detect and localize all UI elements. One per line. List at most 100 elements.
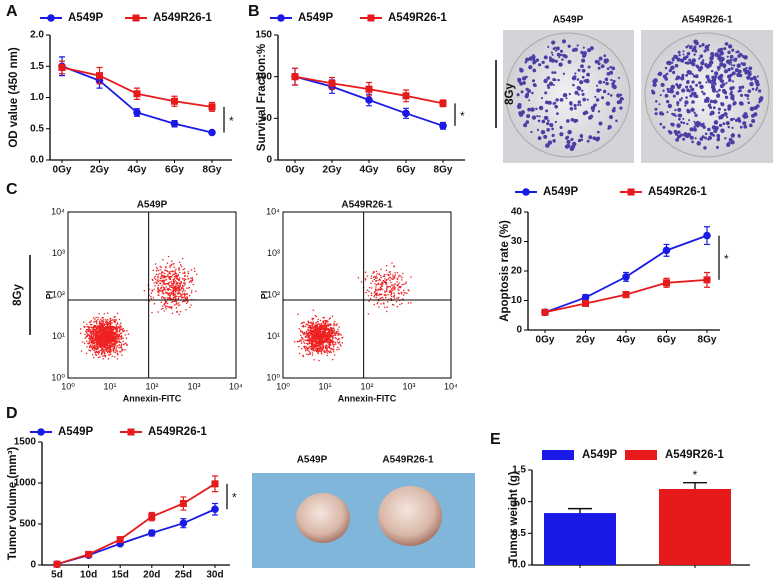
event [331,335,334,337]
colony [745,94,750,98]
event [100,347,103,350]
event [398,274,400,277]
colony [713,120,719,125]
colony [552,83,555,87]
event [330,347,332,350]
event [383,306,386,308]
colony [712,133,716,137]
colony [555,98,559,102]
colony [549,56,552,59]
event [173,262,175,265]
colony [758,101,761,104]
event [314,314,317,317]
panel-label: B [248,3,260,20]
event [410,276,412,278]
x-tick-label: 5d [51,570,63,579]
event [179,282,181,285]
event [392,288,394,290]
colony [561,58,564,61]
event [115,319,118,321]
event [322,325,325,328]
event [329,331,331,334]
colony [551,53,554,56]
event [114,351,117,354]
event [184,282,186,284]
colony [720,114,725,118]
event [91,353,94,356]
event [383,303,385,305]
event [309,352,312,355]
event [335,330,338,333]
event [338,348,340,350]
colony [579,133,584,138]
event [155,281,157,283]
event [305,334,308,337]
event [340,345,342,347]
colony [710,85,715,89]
x-tick-label: 0Gy [53,165,72,176]
colony [525,120,530,124]
colony [682,56,687,61]
event [106,318,109,321]
colony [728,78,732,83]
colony [699,54,704,59]
event [370,294,373,296]
colony [551,127,554,131]
event [107,337,109,339]
colony [682,50,685,53]
event [380,268,382,271]
colony [749,81,754,87]
event [168,293,170,295]
event [387,286,390,288]
colony [738,89,742,93]
event [84,333,86,336]
plot-title: A549P [137,200,168,211]
marker [127,428,135,436]
event [318,359,320,362]
event [329,344,332,346]
event [106,337,108,340]
event [176,275,179,278]
colony [691,49,694,53]
colony-images [503,30,773,163]
event [163,272,166,275]
event [98,320,101,323]
colony [727,44,733,49]
event [325,324,328,327]
event [307,343,309,346]
x-tick-label: 25d [175,570,192,579]
event [302,341,305,343]
colony [548,81,554,86]
event [336,333,339,336]
event [377,301,379,304]
event [100,338,103,341]
colony [597,66,601,70]
event [102,355,104,357]
colony [686,51,691,56]
colony [754,79,759,84]
event [88,335,91,338]
event [302,337,304,339]
event [182,272,184,274]
colony [716,137,721,142]
colony [552,139,556,143]
event [329,317,332,319]
colony [737,69,742,74]
dose-label: 8Gy [504,83,516,105]
event [170,297,172,300]
colony [701,90,704,93]
event [321,348,323,350]
marker [541,308,549,316]
event [196,273,198,276]
event [330,327,333,330]
colony [720,102,724,106]
event [194,270,196,272]
event [186,275,189,278]
colony [699,66,704,70]
colony [654,107,658,111]
event [115,328,117,331]
x-tick-label: 10¹ [103,381,116,391]
event [318,329,320,332]
event [381,285,383,288]
event [122,327,124,330]
